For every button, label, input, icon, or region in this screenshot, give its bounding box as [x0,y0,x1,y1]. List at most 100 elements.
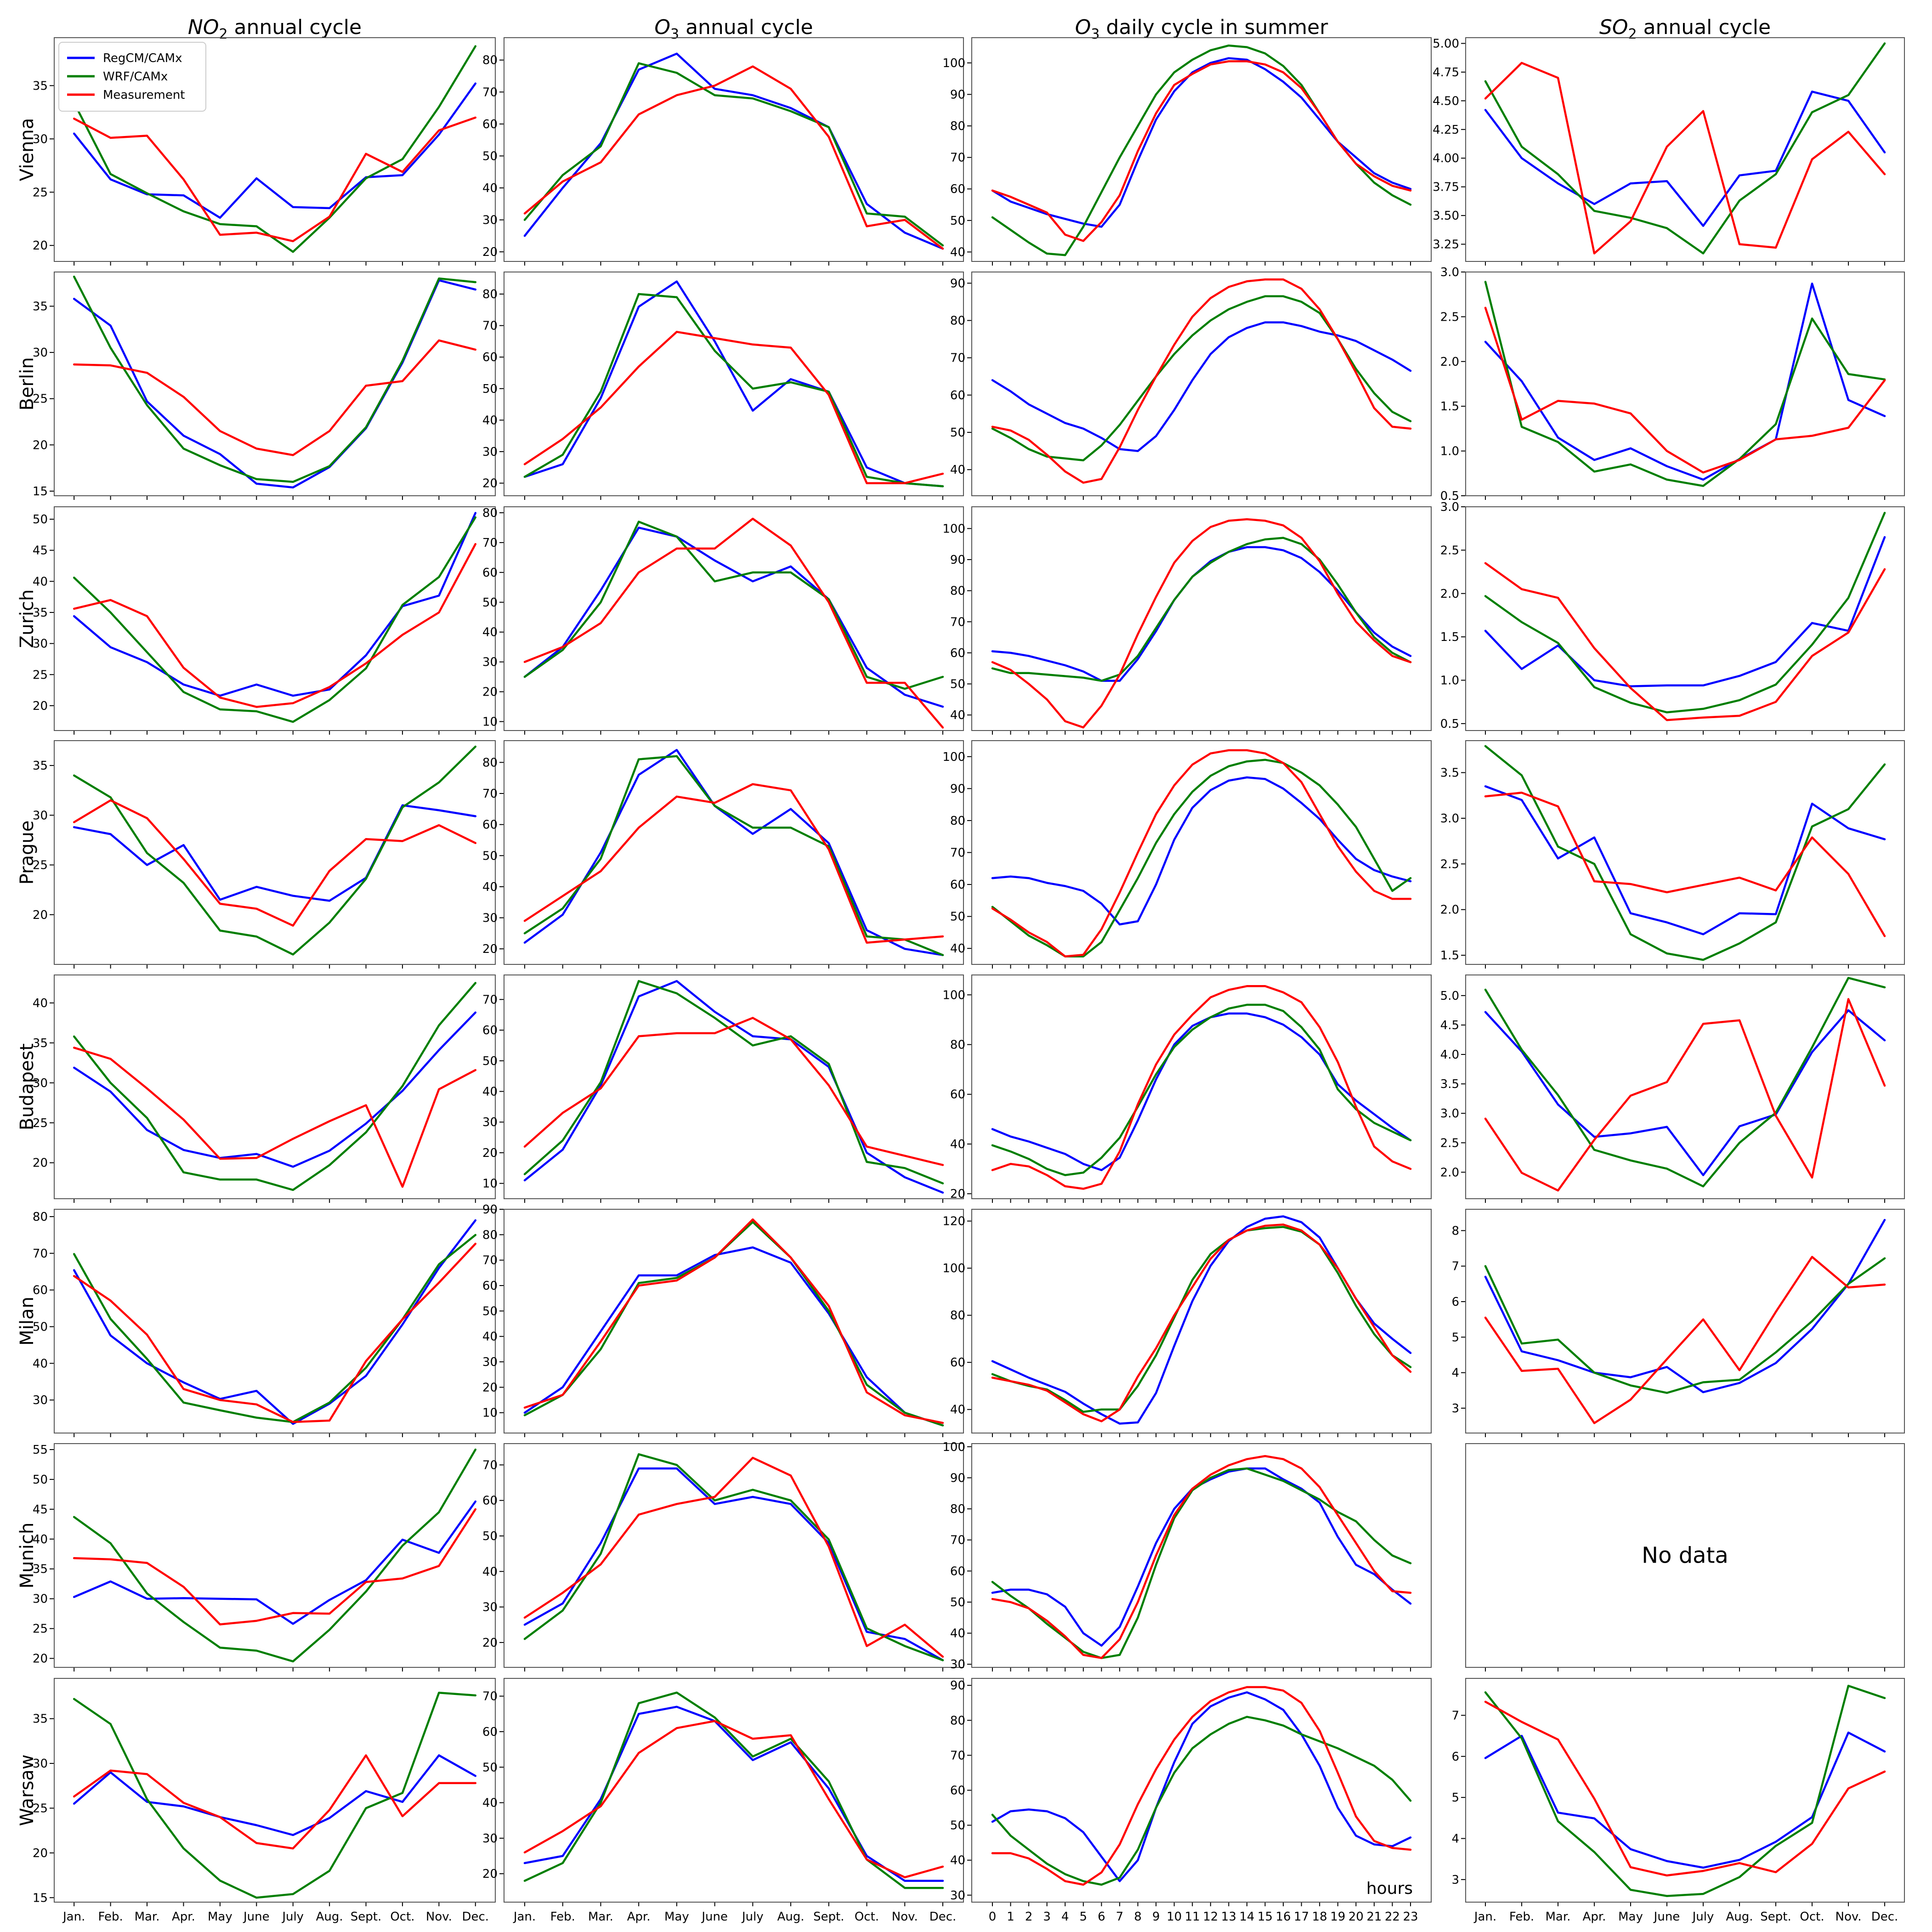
x-tick-label: Dec. [929,1910,957,1924]
y-tick-label: 40 [33,1357,48,1371]
series-line-regcm-camx [73,804,477,902]
y-tick-label: 100 [942,988,965,1002]
legend: RegCM/CAMx WRF/CAMx Measurement [58,42,206,112]
panel-warsaw-so2-annual-cycle: 3 4 5 6 7 Jan. Feb. Mar. Apr. May June July Aug. Sept… [1451,1678,1905,1924]
y-tick-label: 30 [33,1592,48,1606]
x-tick-label: 5 [1080,1910,1088,1924]
panel-frame [504,974,964,1199]
y-tick-label: 30 [482,1832,498,1846]
y-tick-label: 50 [482,596,498,610]
y-tick-label: 70 [482,1254,498,1268]
y-tick-label: 40 [482,880,498,894]
x-tick-label: Jan. [1473,1910,1496,1924]
x-tick-label: June [243,1910,270,1924]
y-tick-label: 30 [33,809,48,822]
y-tick-label: 30 [33,1757,48,1771]
panel-frame [971,272,1432,496]
row-label-warsaw: Warsaw [17,1754,38,1826]
series-line-wrf-camx [991,537,1412,682]
panel-frame [1465,272,1905,496]
y-tick-label: 70 [950,615,965,629]
series-line-measurement [73,1047,477,1188]
series-line-regcm-camx [1484,91,1886,227]
y-tick-label: 50 [482,849,498,863]
series-line-wrf-camx [991,1003,1412,1176]
series-line-measurement [73,1508,477,1626]
series-line-wrf-camx [73,982,477,1191]
y-tick-label: 20 [482,942,498,956]
y-tick-label: 3.5 [1440,1077,1459,1091]
series-line-wrf-camx [1484,977,1886,1188]
legend-label-regcm-camx: RegCM/CAMx [103,51,182,65]
y-tick-label: 0.5 [1440,717,1459,731]
y-tick-label: 25 [33,859,48,873]
y-tick-label: 40 [33,1533,48,1547]
y-tick-label: 100 [942,750,965,764]
series-line-regcm-camx [1484,1009,1886,1176]
series-line-measurement [73,799,477,927]
panel-frame [971,974,1432,1199]
y-tick-label: 2.0 [1440,355,1459,369]
x-tick-label: 9 [1152,1910,1160,1924]
column-title-subscript: 2 [219,26,227,42]
panel-munich-o3-annual-cycle: 20 30 40 50 60 70 [482,1443,964,1671]
y-tick-label: 25 [33,186,48,199]
x-tick-label: Dec. [1871,1910,1898,1924]
column-title-rest: annual cycle [228,16,362,39]
series-line-regcm-camx [523,1246,944,1427]
panel-frame [504,1209,964,1433]
y-tick-label: 90 [950,553,965,567]
y-tick-label: 15 [33,1891,48,1905]
y-tick-label: 100 [942,522,965,536]
panel-warsaw-no2-annual-cycle: 15 20 25 30 35 Jan. Feb. Mar. Apr. May June July Aug… [33,1678,496,1924]
y-tick-label: 50 [33,1320,48,1334]
column-title-rest: daily cycle in summer [1099,16,1328,39]
column-title-subscript: 3 [1091,26,1099,42]
series-line-measurement [991,1455,1412,1659]
y-tick-label: 4 [1451,1832,1459,1846]
y-tick-label: 5.00 [1433,37,1459,51]
panel-zurich-o3-annual-cycle: 10 20 30 40 50 60 70 80 [482,506,964,735]
y-tick-label: 60 [33,1284,48,1297]
y-tick-label: 70 [482,319,498,333]
series-line-measurement [991,985,1412,1190]
series-line-measurement [1484,62,1886,255]
y-tick-label: 40 [482,626,498,640]
series-line-measurement [73,1242,477,1423]
legend-label-measurement: Measurement [103,88,185,102]
y-tick-label: 70 [950,1749,965,1762]
y-tick-label: 3.0 [1440,500,1459,514]
y-tick-label: 40 [950,708,965,722]
y-tick-label: 70 [482,536,498,550]
y-tick-label: 30 [482,1116,498,1129]
y-tick-label: 7 [1451,1260,1459,1274]
series-line-wrf-camx [523,1691,944,1889]
x-tick-label: 2 [1025,1910,1033,1924]
y-tick-label: 3 [1451,1873,1459,1887]
column-title-2: O3 annual cycle [654,16,813,42]
y-tick-label: 60 [482,351,498,364]
y-tick-label: 80 [482,1228,498,1242]
y-tick-label: 20 [33,438,48,452]
panel-zurich-so2-annual-cycle: 0.5 1.0 1.5 2.0 2.5 3.0 [1440,500,1905,735]
y-tick-label: 10 [482,1406,498,1420]
y-tick-label: 60 [482,566,498,580]
column-title-subscript: 3 [670,26,679,42]
y-tick-label: 40 [950,1138,965,1151]
panel-munich-so2-annual-cycle: No data [1465,1443,1905,1671]
y-tick-label: 80 [950,584,965,598]
x-tick-label: Mar. [588,1910,613,1924]
x-tick-label: 15 [1258,1910,1273,1924]
y-tick-label: 50 [482,1761,498,1774]
x-tick-label: Jan. [62,1910,85,1924]
x-tick-label: Sept. [1760,1910,1791,1924]
series-line-wrf-camx [523,1453,944,1661]
x-tick-label: 7 [1116,1910,1124,1924]
panel-prague-o3-daily-cycle-in-summer: 40 50 60 70 80 90 100 [942,740,1432,969]
panel-frame [971,1209,1432,1433]
y-tick-label: 50 [482,1304,498,1318]
series-line-regcm-camx [1484,283,1886,481]
row-label-munich: Munich [17,1523,38,1589]
series-line-wrf-camx [73,1234,477,1423]
